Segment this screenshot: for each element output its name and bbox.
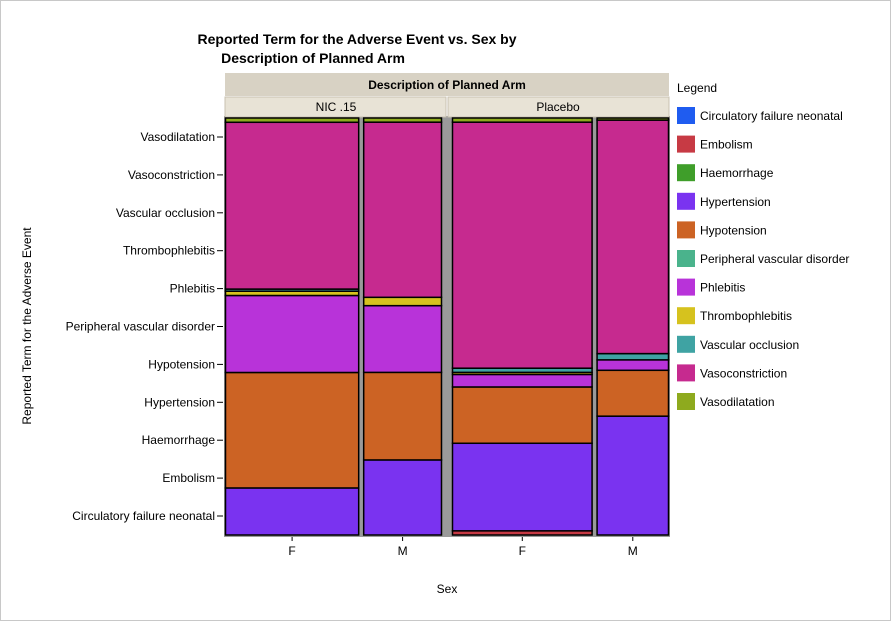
panel-header-label: Description of Planned Arm bbox=[368, 78, 526, 92]
mosaic-cell-nic-15-m-thrombophlebitis bbox=[362, 296, 443, 307]
y-tick-label-hypotension: Hypotension bbox=[148, 357, 215, 371]
y-tick-label-circulatory-failure-neonatal: Circulatory failure neonatal bbox=[72, 509, 215, 523]
y-tick-label-hypertension: Hypertension bbox=[144, 395, 215, 409]
legend-label-vasodilatation: Vasodilatation bbox=[700, 395, 775, 409]
mosaic-cell-nic-15-f-vasoconstriction bbox=[224, 121, 360, 290]
mosaic-cell-nic-15-m-hypotension bbox=[362, 371, 443, 461]
chart-title-line1: Reported Term for the Adverse Event vs. … bbox=[198, 31, 517, 47]
mosaic-cell-placebo-m-phlebitis bbox=[596, 359, 670, 372]
legend-swatch-hypertension bbox=[677, 192, 695, 210]
legend-swatch-hypotension bbox=[677, 221, 695, 239]
y-tick-label-thrombophlebitis: Thrombophlebitis bbox=[123, 244, 215, 258]
mosaic-cell-nic-15-f-hypertension bbox=[224, 487, 360, 536]
mosaic-cell-placebo-m-hypotension bbox=[596, 369, 670, 417]
panel-header-bar bbox=[225, 73, 669, 96]
legend-swatch-vasoconstriction bbox=[677, 364, 695, 382]
mosaic-cell-nic-15-m-phlebitis bbox=[362, 304, 443, 374]
y-axis-title: Reported Term for the Adverse Event bbox=[20, 227, 34, 425]
legend-swatch-circulatory-failure-neonatal bbox=[677, 107, 695, 124]
y-tick-label-vascular-occlusion: Vascular occlusion bbox=[116, 206, 215, 220]
mosaic-cell-nic-15-f-vasodilatation bbox=[224, 117, 360, 124]
legend-swatch-thrombophlebitis bbox=[677, 307, 695, 325]
legend-swatch-vasodilatation bbox=[677, 393, 695, 410]
y-tick-label-vasoconstriction: Vasoconstriction bbox=[128, 168, 215, 182]
legend-swatch-embolism bbox=[677, 135, 695, 153]
legend-label-vascular-occlusion: Vascular occlusion bbox=[700, 338, 799, 352]
legend-label-embolism: Embolism bbox=[700, 138, 753, 152]
mosaic-cell-placebo-f-vasoconstriction bbox=[451, 121, 593, 369]
mosaic-cell-nic-15-m-vasoconstriction bbox=[362, 121, 443, 299]
mosaic-cell-placebo-f-hypertension bbox=[451, 442, 593, 532]
legend-swatch-phlebitis bbox=[677, 278, 695, 296]
y-tick-label-vasodilatation: Vasodilatation bbox=[141, 130, 216, 144]
legend-label-hypotension: Hypotension bbox=[700, 223, 767, 237]
arm-header-placebo bbox=[447, 96, 670, 118]
x-tick-label-placebo-f: F bbox=[519, 544, 526, 558]
legend-label-hypertension: Hypertension bbox=[700, 195, 771, 209]
arm-label-nic-15: NIC .15 bbox=[316, 100, 357, 114]
mosaic-cell-placebo-m-vasoconstriction bbox=[596, 119, 670, 355]
x-axis-title: Sex bbox=[437, 582, 458, 596]
arm-label-placebo: Placebo bbox=[536, 100, 580, 114]
legend-swatch-vascular-occlusion bbox=[677, 335, 695, 353]
legend-swatch-haemorrhage bbox=[677, 164, 695, 182]
legend-label-phlebitis: Phlebitis bbox=[700, 281, 745, 295]
mosaic-cell-placebo-m-vasodilatation bbox=[596, 117, 670, 121]
legend-label-haemorrhage: Haemorrhage bbox=[700, 166, 774, 180]
mosaic-cell-nic-15-m-vasodilatation bbox=[362, 117, 443, 123]
mosaic-cell-placebo-m-vascular-occlusion bbox=[596, 352, 670, 361]
chart-title-line2: Description of Planned Arm bbox=[221, 50, 405, 66]
legend-label-circulatory-failure-neonatal: Circulatory failure neonatal bbox=[700, 109, 843, 123]
y-tick-label-phlebitis: Phlebitis bbox=[170, 282, 215, 296]
y-tick-label-haemorrhage: Haemorrhage bbox=[142, 433, 216, 447]
legend-swatch-peripheral-vascular-disorder bbox=[677, 250, 695, 267]
x-tick-label-nic-15-m: M bbox=[398, 544, 408, 558]
legend-label-vasoconstriction: Vasoconstriction bbox=[700, 366, 787, 380]
y-tick-label-peripheral-vascular-disorder: Peripheral vascular disorder bbox=[66, 320, 215, 334]
mosaic-cell-nic-15-f-hypotension bbox=[224, 371, 360, 489]
legend: Circulatory failure neonatal Embolism Haem… bbox=[677, 107, 849, 410]
x-tick-label-nic-15-f: F bbox=[288, 544, 295, 558]
legend-label-thrombophlebitis: Thrombophlebitis bbox=[700, 309, 792, 323]
x-tick-label-placebo-m: M bbox=[628, 544, 638, 558]
legend-title: Legend bbox=[677, 81, 717, 95]
arm-header-nic-15 bbox=[224, 96, 447, 118]
mosaic-cell-placebo-f-vasodilatation bbox=[451, 117, 593, 123]
mosaic-cell-placebo-f-hypotension bbox=[451, 386, 593, 445]
mosaic-cell-nic-15-m-hypertension bbox=[362, 459, 443, 536]
mosaic-cell-placebo-f-phlebitis bbox=[451, 373, 593, 388]
y-tick-label-embolism: Embolism bbox=[162, 471, 215, 485]
legend-label-peripheral-vascular-disorder: Peripheral vascular disorder bbox=[700, 252, 849, 266]
mosaic-cell-nic-15-f-phlebitis bbox=[224, 294, 360, 374]
mosaic-cell-placebo-m-hypertension bbox=[596, 415, 670, 536]
